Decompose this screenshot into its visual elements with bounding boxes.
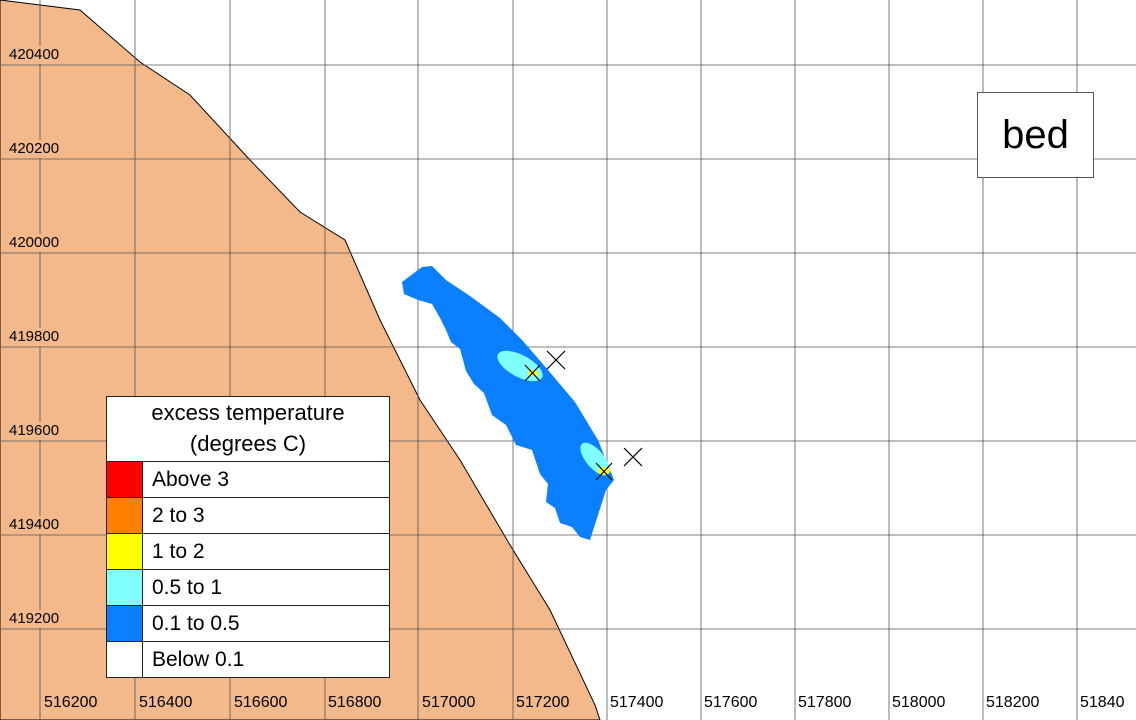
legend-swatch [107, 534, 143, 569]
x-tick-label: 518200 [984, 693, 1042, 713]
legend-swatch [107, 642, 143, 677]
legend-title-line-1: excess temperature [151, 400, 345, 425]
x-tick-label: 516200 [42, 693, 100, 713]
legend-label: 2 to 3 [152, 504, 205, 527]
y-tick-label: 419600 [8, 422, 61, 440]
y-tick-label: 419400 [8, 516, 61, 534]
legend-label: Below 0.1 [152, 648, 245, 671]
x-tick-label: 518000 [890, 693, 948, 713]
legend-item: 0.5 to 1 [107, 570, 389, 606]
x-tick-label: 516400 [137, 693, 195, 713]
plume-contour-0.1-to-0.5 [402, 266, 614, 540]
x-tick-label: 516800 [326, 693, 384, 713]
legend-item: 0.1 to 0.5 [107, 606, 389, 642]
legend-title-line-2: (degrees C) [189, 431, 307, 456]
x-tick-label: 517000 [420, 693, 478, 713]
x-tick-label: 517600 [702, 693, 760, 713]
legend-swatch [107, 462, 143, 497]
legend-item: 2 to 3 [107, 498, 389, 534]
legend-swatch [107, 570, 143, 605]
legend-label: 0.1 to 0.5 [152, 612, 240, 635]
x-tick-label: 516600 [232, 693, 290, 713]
outfall-marker-north [524, 350, 566, 382]
x-tick-label: 517200 [514, 693, 572, 713]
legend-label: 1 to 2 [152, 540, 205, 563]
x-tick-label: 517800 [796, 693, 854, 713]
legend-item: Above 3 [107, 462, 389, 498]
x-tick-label: 517400 [608, 693, 666, 713]
legend-label: Above 3 [152, 468, 230, 491]
y-tick-label: 419800 [8, 328, 61, 346]
legend-title: excess temperature (degrees C) [107, 397, 389, 462]
panel-title: bed [977, 92, 1094, 178]
legend-item: 1 to 2 [107, 534, 389, 570]
y-tick-label: 420400 [8, 46, 61, 64]
x-tick-label: 51840 [1078, 693, 1127, 713]
y-tick-label: 420000 [8, 234, 61, 252]
legend-swatch [107, 498, 143, 533]
legend-label: 0.5 to 1 [152, 576, 223, 599]
y-tick-label: 420200 [8, 140, 61, 158]
y-tick-label: 419200 [8, 610, 61, 628]
outfall-marker-south [595, 447, 643, 481]
legend-swatch [107, 606, 143, 641]
legend: excess temperature (degrees C) Above 3 2… [106, 396, 390, 678]
legend-item: Below 0.1 [107, 642, 389, 677]
